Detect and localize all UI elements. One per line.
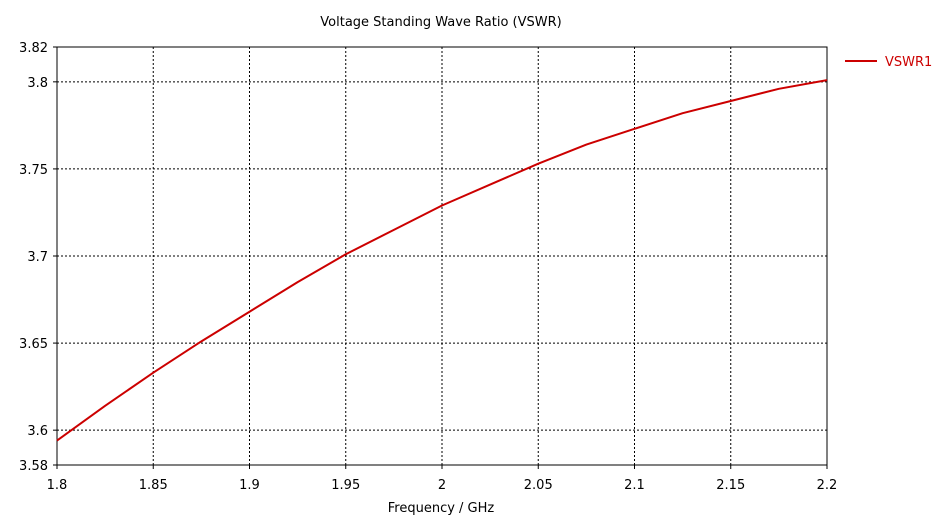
x-tick-label: 1.95 xyxy=(331,478,360,493)
data-point xyxy=(488,183,492,187)
y-tick-label: 3.8 xyxy=(27,76,48,91)
data-point xyxy=(729,99,733,103)
legend-label: VSWR1 xyxy=(885,55,932,70)
data-point xyxy=(55,439,59,443)
x-tick-label: 2.05 xyxy=(524,478,553,493)
data-point xyxy=(151,371,155,375)
x-tick-label: 2 xyxy=(438,478,446,493)
x-tick-label: 1.9 xyxy=(239,478,260,493)
data-point xyxy=(777,87,781,91)
x-axis-ticks: 1.8 1.85 1.9 1.95 2 2.05 2.1 2.15 2.2 xyxy=(47,465,838,493)
data-point xyxy=(536,162,540,166)
data-point xyxy=(825,78,829,82)
data-point xyxy=(296,280,300,284)
y-tick-label: 3.82 xyxy=(19,41,48,56)
x-tick-label: 2.2 xyxy=(817,478,838,493)
x-axis-label: Frequency / GHz xyxy=(388,501,495,516)
data-point xyxy=(392,228,396,232)
chart-title: Voltage Standing Wave Ratio (VSWR) xyxy=(320,15,561,30)
data-point xyxy=(103,404,107,408)
x-tick-label: 1.85 xyxy=(139,478,168,493)
y-axis-ticks: 3.58 3.6 3.65 3.7 3.75 3.8 3.82 xyxy=(19,41,57,474)
series-line-vswr1 xyxy=(56,79,828,442)
data-point xyxy=(681,111,685,115)
y-tick-label: 3.7 xyxy=(27,250,48,265)
x-tick-label: 1.8 xyxy=(47,478,68,493)
data-point xyxy=(633,127,637,131)
y-tick-label: 3.75 xyxy=(19,163,48,178)
grid-lines xyxy=(57,47,827,465)
data-point xyxy=(248,310,252,314)
x-tick-label: 2.15 xyxy=(716,478,745,493)
legend[interactable]: VSWR1 xyxy=(845,55,932,70)
series-layer xyxy=(55,78,829,443)
data-point xyxy=(199,339,203,343)
data-point xyxy=(344,252,348,256)
x-tick-label: 2.1 xyxy=(624,478,645,493)
data-point xyxy=(584,143,588,147)
y-tick-label: 3.58 xyxy=(19,459,48,474)
y-tick-label: 3.6 xyxy=(27,424,48,439)
y-tick-label: 3.65 xyxy=(19,337,48,352)
data-point xyxy=(440,203,444,207)
